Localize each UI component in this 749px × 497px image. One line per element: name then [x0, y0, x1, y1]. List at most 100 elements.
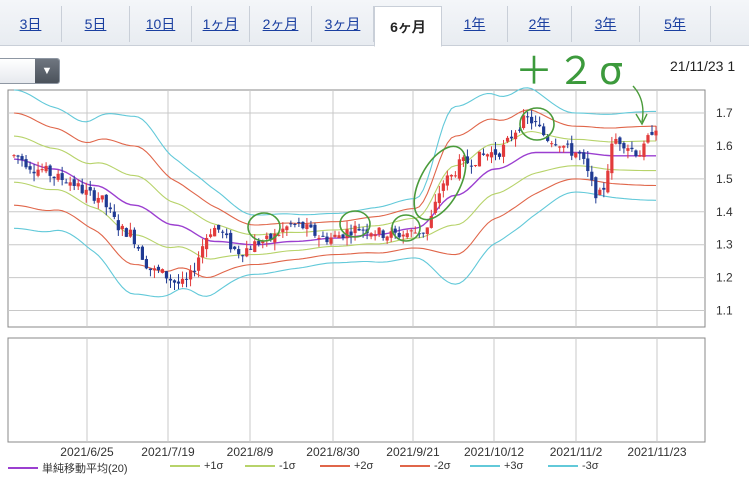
- candle-body: [642, 143, 646, 157]
- tab-10[interactable]: 5年: [640, 6, 711, 42]
- tab-6[interactable]: 6ヶ月: [374, 6, 442, 47]
- candle-body: [586, 158, 590, 172]
- candle-body: [180, 278, 185, 284]
- tab-9[interactable]: 3年: [572, 6, 640, 42]
- candle-body: [16, 155, 20, 157]
- candle-body: [590, 171, 594, 181]
- candle-body: [421, 232, 425, 234]
- legend-swatch: [548, 465, 578, 467]
- candle-body: [353, 225, 357, 234]
- candle-body: [245, 248, 249, 257]
- candle-body: [96, 197, 100, 203]
- candle-body: [526, 116, 530, 118]
- legend-item: -3σ: [548, 460, 599, 472]
- candle-body: [413, 232, 417, 234]
- candle-body: [341, 234, 345, 238]
- candle-body: [221, 231, 225, 233]
- candle-body: [497, 153, 502, 157]
- candle-body: [461, 157, 465, 162]
- candle-body: [48, 165, 52, 176]
- candle-body: [538, 124, 542, 127]
- candle-body: [546, 136, 550, 141]
- candle-body: [192, 270, 197, 272]
- candle-body: [64, 182, 68, 184]
- candle-body: [261, 241, 265, 244]
- candle-body: [52, 176, 56, 179]
- candle-body: [76, 183, 80, 187]
- legend-swatch: [245, 465, 275, 467]
- x-tick-label: 2021/9/21: [386, 445, 440, 459]
- candle-body: [200, 246, 205, 258]
- candle-body: [152, 268, 157, 271]
- y-tick-label: 1.4: [716, 205, 733, 219]
- candle-body: [88, 187, 92, 191]
- candle-body: [345, 229, 349, 239]
- candle-body: [521, 115, 526, 129]
- legend-swatch: [170, 465, 200, 467]
- legend-label: +2σ: [354, 460, 374, 472]
- date-label: 21/11/23 1: [670, 58, 736, 74]
- candle-body: [285, 226, 289, 231]
- candle-body: [393, 228, 397, 233]
- tab-3[interactable]: 1ヶ月: [192, 6, 250, 42]
- candle-body: [289, 223, 293, 225]
- tab-8[interactable]: 2年: [508, 6, 572, 42]
- candle-body: [40, 169, 44, 171]
- candle-body: [481, 153, 486, 155]
- candle-body: [249, 248, 253, 250]
- candle-body: [217, 224, 221, 230]
- x-tick-label: 2021/11/23: [627, 445, 686, 459]
- candle-body: [168, 278, 173, 281]
- tab-5[interactable]: 3ヶ月: [312, 6, 374, 42]
- candle-body: [172, 280, 177, 283]
- legend-label: +3σ: [504, 460, 524, 472]
- legend-label: -2σ: [434, 460, 451, 472]
- candle-body: [465, 156, 470, 164]
- candle-body: [594, 177, 598, 199]
- candle-body: [457, 159, 461, 179]
- candle-body: [469, 165, 474, 167]
- tab-2[interactable]: 10日: [130, 6, 192, 42]
- candle-body: [116, 220, 120, 231]
- candle-body: [196, 257, 201, 271]
- annotation-arrowhead: [635, 113, 648, 126]
- candle-body: [473, 165, 478, 167]
- candle-body: [293, 223, 297, 225]
- candle-body: [309, 224, 313, 228]
- tab-1[interactable]: 5日: [62, 6, 130, 42]
- legend-label: 単純移動平均(20): [42, 463, 128, 475]
- candle-body: [160, 269, 165, 273]
- candle-body: [618, 137, 622, 145]
- candle-body: [369, 233, 373, 237]
- candle-body: [164, 271, 169, 279]
- tab-0[interactable]: 3日: [0, 6, 62, 42]
- candle-body: [60, 173, 64, 181]
- legend-item: -2σ: [400, 460, 451, 472]
- candle-body: [513, 132, 518, 140]
- candle-body: [301, 221, 305, 229]
- candle-body: [20, 156, 24, 161]
- candle-body: [634, 150, 638, 156]
- chart-type-dropdown[interactable]: ▼: [0, 58, 60, 84]
- candle-body: [277, 234, 281, 236]
- candle-body: [253, 241, 257, 252]
- candle-body: [313, 224, 317, 236]
- candle-body: [361, 229, 365, 231]
- triangle-down-icon[interactable]: ▼: [35, 59, 59, 83]
- candle-body: [409, 230, 413, 232]
- candle-body: [136, 247, 140, 249]
- candle-body: [570, 143, 574, 156]
- candle-body: [622, 143, 626, 149]
- candle-body: [582, 152, 586, 159]
- candle-body: [357, 228, 361, 231]
- candle-body: [28, 166, 32, 170]
- highlight-circle: [391, 214, 421, 242]
- candle-body: [148, 268, 153, 271]
- tab-7[interactable]: 1年: [442, 6, 508, 42]
- tab-4[interactable]: 2ヶ月: [250, 6, 312, 42]
- candle-body: [140, 246, 144, 260]
- x-tick-label: 2021/6/25: [60, 445, 114, 459]
- candle-body: [349, 231, 353, 236]
- minus-3-sigma-line: [13, 191, 657, 298]
